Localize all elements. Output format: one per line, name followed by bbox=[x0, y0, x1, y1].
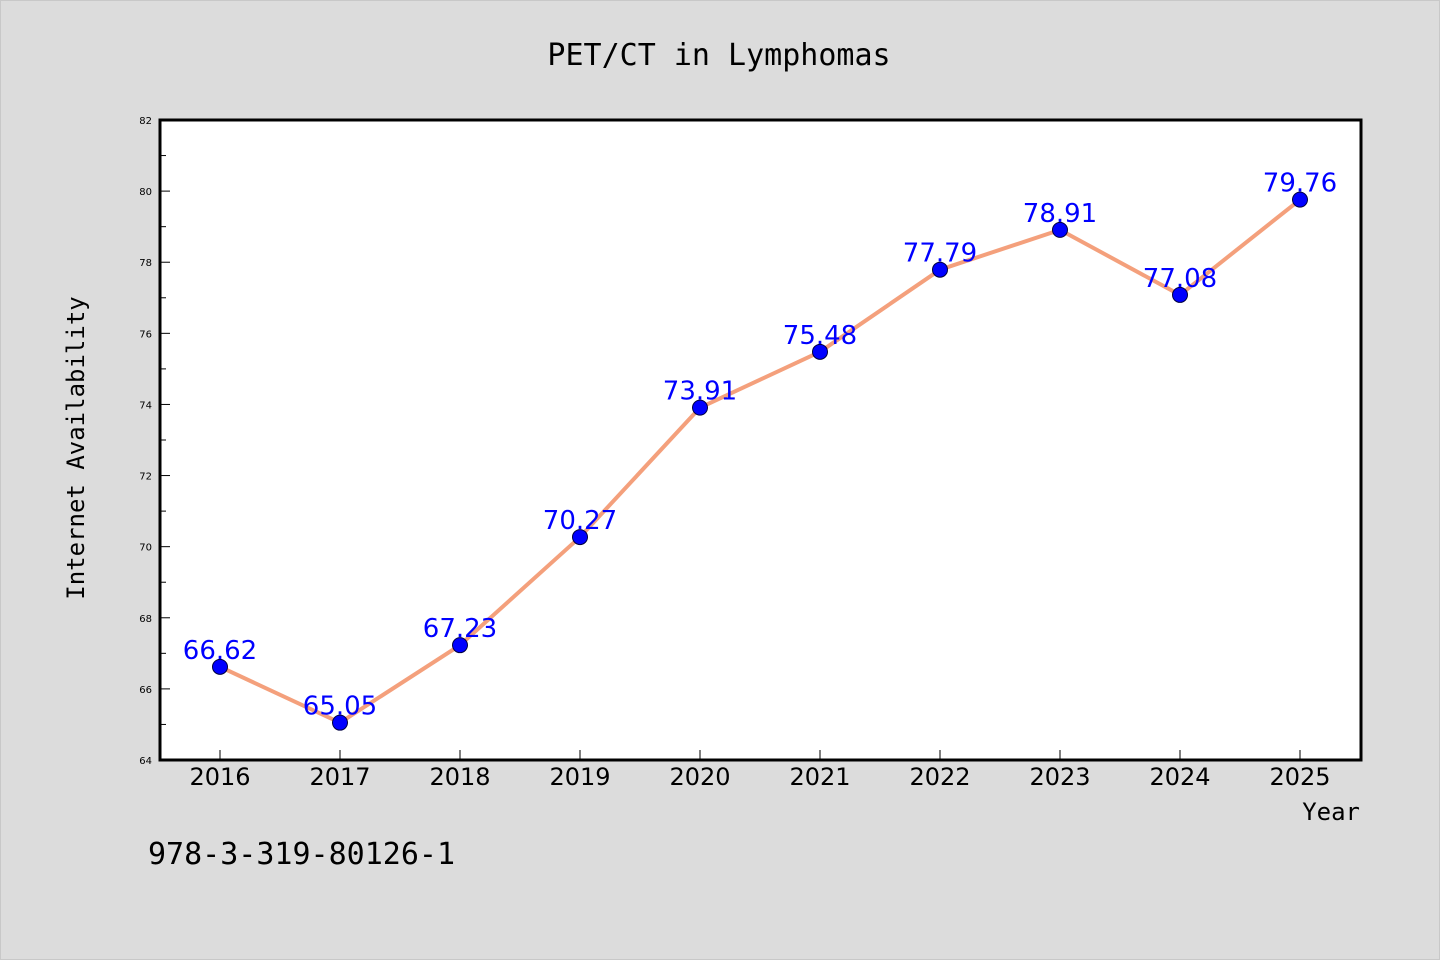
x-tick-label: 2020 bbox=[669, 763, 730, 791]
chart-title: PET/CT in Lymphomas bbox=[547, 38, 890, 73]
plot-area bbox=[158, 118, 1363, 762]
x-tick-label: 2018 bbox=[429, 763, 490, 791]
y-tick-label: 78 bbox=[139, 258, 152, 269]
data-point bbox=[452, 637, 468, 654]
data-label: 73.91 bbox=[663, 377, 737, 407]
data-point bbox=[572, 529, 588, 546]
y-tick-label: 72 bbox=[139, 472, 152, 483]
data-label: 78.91 bbox=[1023, 199, 1097, 229]
x-axis: 2016 2017 2018 2019 2020 2021 2022 2023 2024 2025 bbox=[189, 750, 1331, 791]
series-layer bbox=[212, 191, 1308, 731]
series-line bbox=[219, 198, 1302, 725]
data-point bbox=[1172, 286, 1188, 303]
x-tick-label: 2022 bbox=[909, 763, 970, 791]
data-point bbox=[332, 714, 348, 731]
data-label: 79.76 bbox=[1263, 169, 1337, 199]
y-tick-label: 70 bbox=[139, 543, 152, 554]
x-tick-label: 2021 bbox=[789, 763, 850, 791]
data-labels: 66.62 65.05 67.23 70.27 73.91 75.48 77.79 78.91… bbox=[183, 169, 1337, 722]
y-tick-label: 82 bbox=[139, 116, 152, 127]
x-tick-label: 2024 bbox=[1149, 763, 1210, 791]
data-label: 65.05 bbox=[303, 692, 377, 722]
footer-isbn: 978-3-319-80126-1 bbox=[148, 837, 455, 872]
data-point bbox=[812, 343, 828, 360]
x-tick-label: 2025 bbox=[1269, 763, 1330, 791]
y-tick-label: 64 bbox=[139, 756, 152, 767]
data-point bbox=[932, 261, 948, 278]
x-tick-label: 2017 bbox=[309, 763, 370, 791]
x-tick-label: 2016 bbox=[189, 763, 250, 791]
data-point bbox=[1292, 191, 1308, 208]
y-tick-label: 74 bbox=[139, 400, 152, 411]
x-axis-title: Year bbox=[1302, 798, 1360, 826]
data-label: 67.23 bbox=[423, 614, 497, 644]
data-point bbox=[212, 658, 228, 675]
data-label: 66.62 bbox=[183, 636, 257, 666]
data-point bbox=[1052, 221, 1068, 238]
y-tick-label: 66 bbox=[139, 685, 152, 696]
y-axis: 64 66 68 70 72 74 76 78 80 82 bbox=[139, 116, 170, 767]
data-label: 77.08 bbox=[1143, 264, 1217, 294]
data-label: 77.79 bbox=[903, 239, 977, 269]
data-label: 70.27 bbox=[543, 506, 617, 536]
x-tick-label: 2023 bbox=[1029, 763, 1090, 791]
y-axis-title: Internet Availability bbox=[62, 296, 90, 599]
data-point bbox=[692, 399, 708, 416]
x-tick-label: 2019 bbox=[549, 763, 610, 791]
data-label: 75.48 bbox=[783, 321, 857, 351]
y-tick-label: 68 bbox=[139, 614, 152, 625]
y-tick-label: 80 bbox=[139, 187, 152, 198]
y-tick-label: 76 bbox=[139, 329, 152, 340]
